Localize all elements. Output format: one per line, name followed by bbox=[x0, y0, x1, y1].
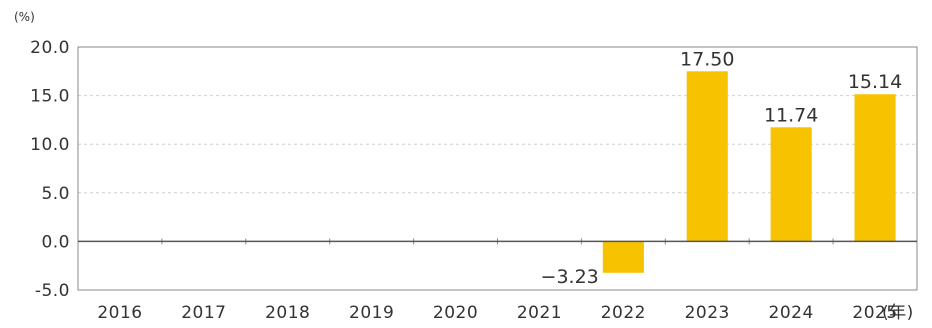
x-axis-unit-label: (年) bbox=[882, 303, 914, 323]
y-tick-label: -5.0 bbox=[35, 281, 70, 301]
plot-frame bbox=[77, 46, 918, 291]
x-tick-label: 2018 bbox=[265, 303, 310, 323]
y-axis-unit-label: (%) bbox=[14, 10, 35, 24]
y-tick-label: 0.0 bbox=[41, 232, 70, 252]
data-label-2025: 15.14 bbox=[848, 71, 902, 93]
bar-2024 bbox=[770, 127, 812, 242]
x-tick-label: 2022 bbox=[601, 303, 646, 323]
y-tick-label: 20.0 bbox=[30, 38, 70, 58]
data-label-2024: 11.74 bbox=[764, 104, 818, 126]
data-label-2022: −3.23 bbox=[541, 266, 599, 288]
x-tick-label: 2019 bbox=[349, 303, 394, 323]
bar-2025 bbox=[854, 94, 896, 242]
data-label-2023: 17.50 bbox=[680, 48, 734, 70]
x-tick-label: 2017 bbox=[181, 303, 226, 323]
x-tick-label: 2020 bbox=[433, 303, 478, 323]
bar-2022 bbox=[602, 241, 644, 273]
x-tick-label: 2021 bbox=[517, 303, 562, 323]
y-tick-label: 5.0 bbox=[41, 184, 70, 204]
axis-layer: 20.0 15.0 10.0 5.0 0.0 -5.0 −3.23 17.50 11.74 15.… bbox=[30, 38, 918, 323]
bar-2023 bbox=[686, 71, 728, 242]
x-tick-label: 2023 bbox=[685, 303, 730, 323]
bar-layer bbox=[602, 71, 896, 273]
y-tick-label: 10.0 bbox=[30, 135, 70, 155]
x-tick-label: 2025 bbox=[852, 303, 897, 323]
x-tick-label: 2024 bbox=[769, 303, 814, 323]
grid-layer bbox=[78, 95, 917, 194]
x-tick-label: 2016 bbox=[97, 303, 142, 323]
y-tick-label: 15.0 bbox=[30, 87, 70, 107]
